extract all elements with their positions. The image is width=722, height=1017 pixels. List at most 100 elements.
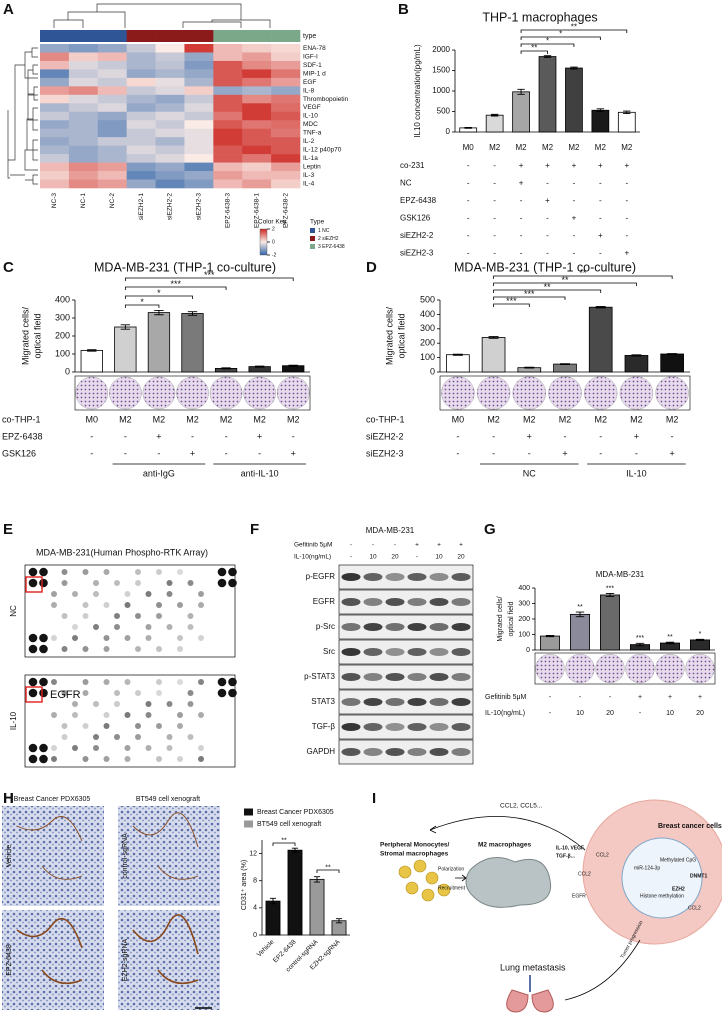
heatmap-cell	[40, 60, 70, 70]
heatmap-cell	[40, 111, 70, 121]
condition-label: GSK126	[400, 214, 431, 223]
condition-value: -	[225, 431, 228, 441]
column-label: siEZH2-1	[138, 193, 145, 220]
well-image	[625, 653, 655, 684]
error-bar	[623, 110, 631, 114]
well-image	[548, 376, 582, 410]
array-spot	[103, 723, 110, 729]
array-spot	[103, 679, 110, 685]
condition-value: -	[493, 214, 496, 223]
blot-band	[341, 648, 361, 656]
significance-label: **	[579, 268, 587, 278]
condition-value: +	[572, 214, 577, 223]
heatmap-cell	[97, 111, 127, 121]
array-spot	[124, 745, 131, 751]
heatmap-cell	[40, 77, 70, 87]
band-label: p-EGFR	[306, 572, 336, 581]
heatmap-cell	[155, 69, 185, 79]
type-cell	[126, 30, 156, 42]
row-label: TNF-a	[303, 130, 322, 137]
array-spot	[28, 743, 38, 753]
condition-value: +	[624, 249, 629, 258]
diagram-label: EGFR	[572, 893, 586, 899]
error-bar	[543, 55, 552, 58]
error-bar	[570, 66, 578, 70]
heatmap-cell	[213, 44, 243, 53]
condition-value: +	[459, 542, 463, 549]
heatmap-cell	[126, 179, 156, 189]
significance-bracket	[493, 275, 673, 279]
column-label: NC-3	[51, 193, 58, 209]
array-spot	[135, 646, 141, 652]
color-key-title: Color Key	[258, 219, 287, 226]
heatmap-cell	[68, 44, 99, 53]
heatmap-cell	[242, 111, 272, 121]
array-spot	[187, 624, 194, 630]
panel-letter: E	[3, 521, 13, 538]
blot-band	[407, 673, 427, 681]
blot-band	[363, 748, 383, 756]
panel-letter: H	[3, 790, 14, 807]
x-tick-label: M2	[119, 414, 132, 424]
significance-bracket	[493, 303, 530, 307]
row-label: SDF-1	[303, 62, 322, 69]
heatmap-cell	[155, 86, 185, 96]
array-spot	[198, 635, 204, 641]
condition-value: -	[573, 196, 576, 205]
heatmap-cell	[242, 162, 272, 172]
condition-value: -	[90, 448, 93, 458]
bar	[481, 337, 506, 373]
heatmap-cell	[213, 60, 243, 70]
y-axis-label: Migrated cells/	[384, 306, 394, 365]
panel-letter: D	[366, 259, 377, 276]
y-tick-label: 100	[420, 352, 435, 362]
band-label: GAPDH	[307, 747, 336, 756]
array-spot	[135, 734, 141, 740]
row-label: IL-12 p40p70	[303, 147, 342, 154]
bar	[147, 312, 171, 373]
heatmap-cell	[97, 171, 127, 180]
array-spot	[93, 734, 99, 740]
heatmap-cell	[97, 179, 127, 189]
heatmap-cell	[97, 44, 127, 53]
blot-band	[429, 648, 449, 656]
well-image	[512, 376, 546, 410]
significance-bracket	[520, 50, 548, 54]
error-bar	[154, 309, 164, 316]
array-spot	[156, 569, 162, 575]
heatmap-cell	[242, 145, 272, 155]
diagram-label: Peripheral Monocytes/	[380, 842, 450, 849]
condition-value: +	[437, 542, 441, 549]
heatmap-cell	[40, 86, 70, 96]
diagram-label: CCL2	[596, 852, 609, 858]
heatmap-cell	[184, 103, 214, 113]
heatmap-cell	[184, 111, 214, 121]
heatmap-cell	[68, 111, 99, 121]
y-axis-label: optical field	[396, 313, 406, 358]
array-spot	[61, 734, 68, 740]
condition-value: +	[634, 431, 639, 441]
bar	[588, 306, 613, 373]
well-image	[685, 653, 715, 684]
diagram-label: CCL2, CCL5...	[500, 803, 542, 810]
y-tick-label: 4	[253, 905, 257, 912]
blot-band	[341, 748, 361, 756]
row-label: EPZ-6438	[6, 944, 13, 976]
blot-band	[429, 723, 449, 731]
blot-strip	[338, 689, 474, 715]
blot-band	[363, 573, 383, 581]
bar	[600, 594, 621, 651]
array-spot	[156, 723, 162, 729]
heatmap-cell	[97, 52, 127, 62]
error-bar	[288, 364, 298, 367]
heatmap-cell	[126, 171, 156, 180]
condition-value: -	[625, 214, 628, 223]
condition-value: -	[599, 431, 602, 441]
heatmap-cell	[184, 179, 214, 189]
blot-band	[407, 748, 427, 756]
array-spot	[82, 723, 89, 729]
heatmap-cell	[271, 120, 301, 130]
error-bar	[187, 311, 198, 316]
x-tick-label: Vehicle	[256, 938, 276, 958]
arrow	[429, 816, 586, 851]
